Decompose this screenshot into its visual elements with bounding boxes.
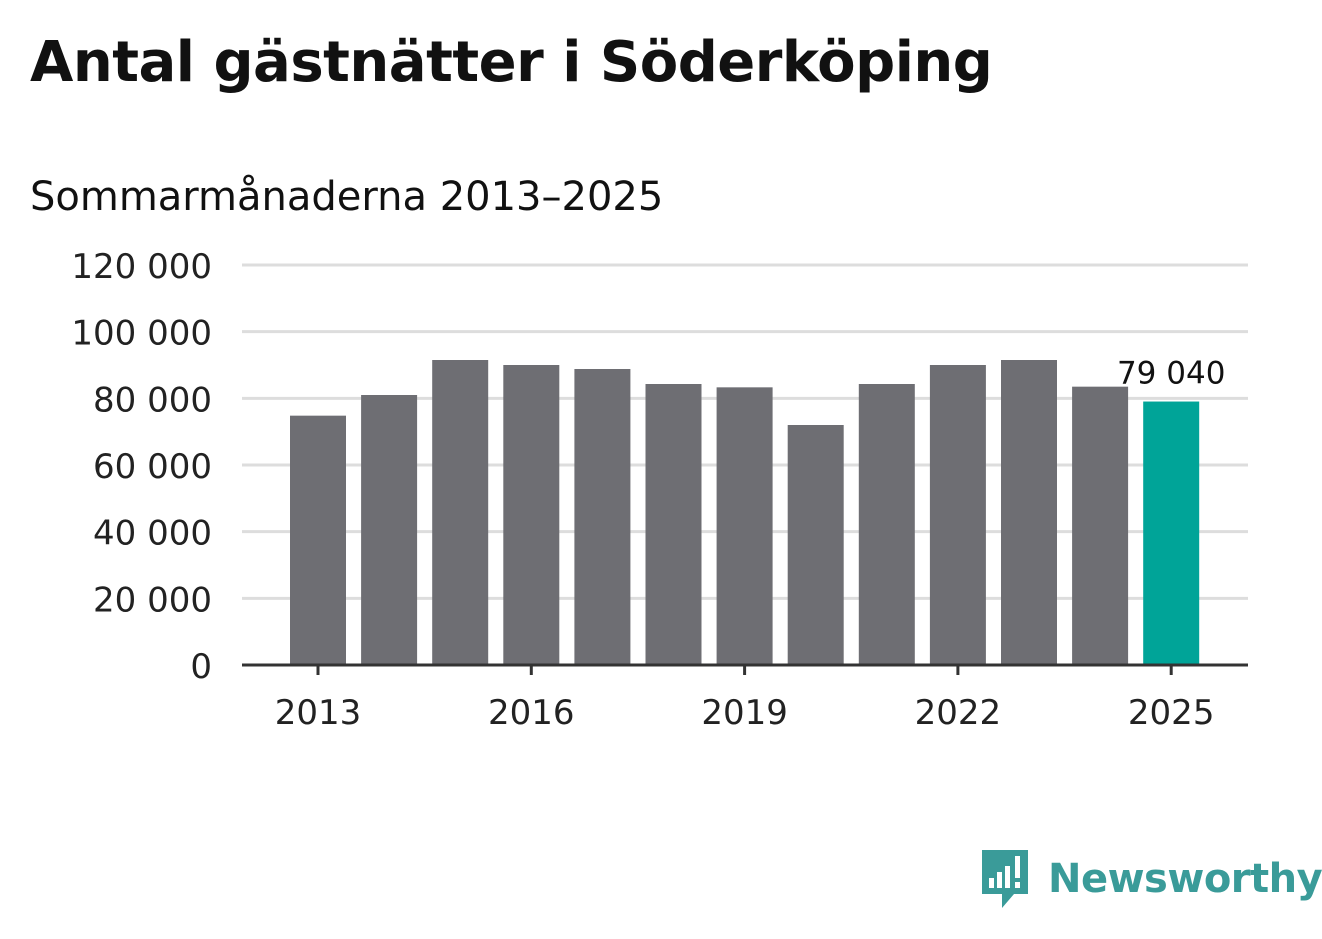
chart-title: Antal gästnätter i Söderköping — [30, 30, 993, 95]
bar-2020 — [787, 425, 844, 665]
x-tick-label: 2013 — [275, 693, 362, 733]
x-tick-label: 2022 — [915, 693, 1002, 733]
y-tick-label: 80 000 — [93, 380, 212, 420]
brand-name: Newsworthy — [1048, 856, 1322, 902]
bar-2016 — [503, 365, 560, 665]
y-tick-label: 0 — [190, 647, 212, 687]
y-tick-label: 20 000 — [93, 580, 212, 620]
x-tick-label: 2019 — [701, 693, 788, 733]
bar-2024 — [1072, 386, 1129, 665]
y-tick-label: 60 000 — [93, 447, 212, 487]
bar-2019 — [716, 387, 773, 665]
y-tick-label: 100 000 — [71, 314, 212, 354]
bar-2025 — [1143, 401, 1200, 665]
bar-2022 — [929, 365, 986, 665]
data-label: 79 040 — [1117, 356, 1225, 392]
bar-2023 — [1001, 360, 1057, 665]
chart-subtitle: Sommarmånaderna 2013–2025 — [30, 174, 664, 220]
x-tick-label: 2025 — [1128, 693, 1215, 733]
x-tick-label: 2016 — [488, 693, 575, 733]
bar-2014 — [361, 395, 418, 665]
bar-2013 — [290, 415, 346, 665]
newsworthy-logo: Newsworthy — [980, 848, 1322, 910]
x-axis-tick-labels: 2013 2016 2019 2022 2025 — [275, 665, 1215, 733]
y-axis-tick-labels: 0 20 000 40 000 60 000 80 000 100 000 120 000 — [71, 247, 212, 687]
bar-2017 — [574, 369, 631, 665]
data-labels: 79 040 — [1117, 356, 1225, 392]
y-tick-label: 120 000 — [71, 247, 212, 287]
y-tick-label: 40 000 — [93, 514, 212, 554]
bar-2018 — [645, 384, 702, 665]
bars — [290, 360, 1200, 665]
bar-2015 — [432, 360, 489, 665]
newsworthy-logo-icon — [982, 850, 1028, 908]
bar-2021 — [858, 384, 915, 665]
